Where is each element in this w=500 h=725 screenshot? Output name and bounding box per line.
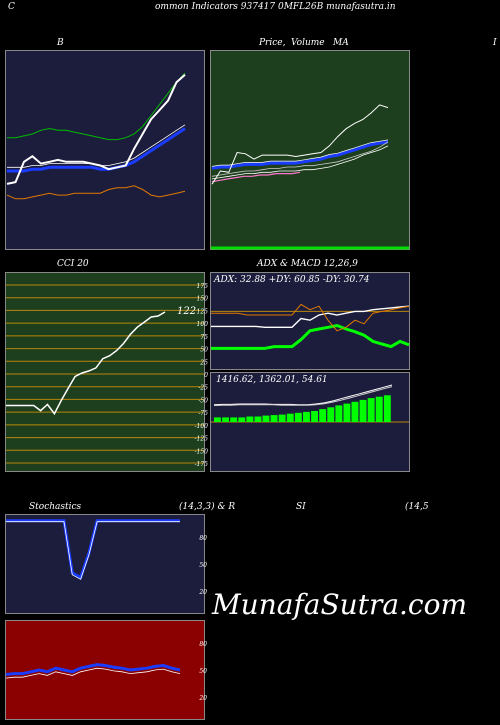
- cci-label: CCI 20: [57, 259, 89, 269]
- stoch-label: Stochastics: [29, 502, 82, 512]
- bb-price-line: [6, 74, 186, 185]
- stoch-chart: 80 50 20: [5, 514, 207, 614]
- cci-tick-label: -125: [195, 436, 209, 443]
- macd-histogram-bar: [359, 399, 367, 422]
- si-label: SI: [296, 502, 306, 512]
- cci-tick-label: 0: [204, 372, 208, 379]
- adx-plus-di: [211, 323, 410, 350]
- rsi-line: [5, 663, 181, 676]
- macd-histogram-bar: [375, 396, 383, 422]
- rsi-tick-label: 80: [199, 641, 207, 648]
- macd-histogram-bar: [214, 417, 221, 422]
- adx-chart: [210, 272, 410, 370]
- cci-tick-label: 100: [197, 321, 209, 328]
- cci-tick-label: -175: [195, 461, 209, 468]
- macd-histogram-bar: [383, 395, 391, 422]
- macd-histogram-bar: [254, 416, 262, 422]
- macd-histogram-bar: [270, 415, 278, 422]
- ma-label: MA: [333, 38, 349, 48]
- macd-readout: 1416.62, 1362.01, 54.61: [216, 375, 328, 385]
- macd-histogram-bar: [222, 417, 229, 422]
- adx-line: [211, 303, 410, 332]
- macd-histogram-bar: [367, 398, 375, 422]
- price-label: Price,: [259, 38, 286, 48]
- cci-last-label: 122: [177, 306, 196, 317]
- stoch-panel: 80 50 20: [5, 514, 211, 614]
- macd-chart: [210, 372, 410, 472]
- macd-histogram-bar: [294, 412, 302, 422]
- macd-histogram-bar: [286, 413, 294, 422]
- macd-histogram-bar: [343, 403, 351, 422]
- stoch-tick-label: 20: [198, 589, 207, 596]
- cci-tick-label: -150: [195, 448, 209, 455]
- macd-histogram-bar: [327, 407, 335, 422]
- stoch-tick-label: 50: [199, 562, 207, 569]
- macd-signal-line: [213, 386, 393, 407]
- macd-histogram-bar: [303, 411, 310, 422]
- page-title: ommon Indicators 937417 0MFL26B munafasu…: [155, 2, 396, 12]
- price-ma-fast-highlight: [211, 139, 389, 167]
- bollinger-panel: [5, 50, 205, 250]
- macd-panel: 1416.62, 1362.01, 54.61: [210, 372, 410, 472]
- right-cut-label: I: [493, 38, 497, 48]
- macd-histogram-bar: [335, 405, 343, 422]
- stoch-d-line: [6, 521, 180, 580]
- watermark: MunafaSutra.com: [212, 588, 468, 621]
- cci-tick-label: 150: [197, 296, 209, 303]
- stoch-tick-label: 80: [199, 535, 207, 542]
- volume-label: Volume: [291, 38, 325, 48]
- macd-histogram-bar: [351, 401, 359, 422]
- price-chart: [210, 50, 410, 250]
- adx-panel: ADX: 32.88 +DY: 60.85 -DY: 30.74: [210, 272, 410, 370]
- adx-macd-label: ADX & MACD 12,26,9: [257, 259, 358, 269]
- cci-tick-label: 175: [197, 283, 209, 290]
- rsi-params-label: (14,5: [405, 502, 429, 512]
- macd-histogram-bar: [246, 416, 254, 422]
- cci-tick-label: -75: [198, 410, 208, 417]
- price-close-line: [211, 104, 389, 185]
- price-ma-pink: [211, 171, 301, 183]
- rsi-signal-line: [5, 667, 181, 679]
- bollinger-label: B: [57, 38, 64, 48]
- adx-readout: ADX: 32.88 +DY: 60.85 -DY: 30.74: [214, 275, 370, 285]
- cci-tick-label: 50: [200, 347, 208, 354]
- cci-tick-label: -100: [195, 423, 209, 430]
- macd-histogram-bar: [278, 414, 286, 422]
- macd-histogram-bar: [319, 409, 327, 422]
- rsi-tick-label: 50: [199, 668, 207, 675]
- cci-tick-label: 125: [197, 308, 209, 315]
- bb-lower-band: [6, 185, 186, 200]
- macd-histogram-bar: [262, 415, 270, 422]
- price-ma-mid: [211, 141, 389, 177]
- cci-tick-label: -25: [198, 385, 208, 392]
- rsi-panel: 80 50 20: [5, 620, 211, 720]
- macd-histogram-bar: [230, 417, 238, 422]
- cci-chart: 175 150 125 100 75 50 25 0 -25 -50 -75 -100 -125 -150…: [5, 272, 209, 472]
- rsi-chart: 80 50 20: [5, 620, 207, 720]
- cci-line: [6, 311, 166, 416]
- macd-histogram-bar: [238, 417, 246, 422]
- bollinger-chart: [5, 50, 205, 250]
- price-ma-slow: [211, 145, 389, 180]
- price-ma-fast: [211, 140, 389, 170]
- cci-tick-label: -50: [198, 397, 208, 404]
- bb-upper-band: [7, 72, 186, 141]
- price-panel: [210, 50, 410, 250]
- adx-minus-di: [211, 305, 410, 328]
- cci-panel: 175 150 125 100 75 50 25 0 -25 -50 -75 -100 -125 -150…: [5, 272, 211, 472]
- header-c: C: [8, 2, 15, 12]
- cci-tick-label: 75: [200, 334, 208, 341]
- bb-middle-band: [7, 127, 186, 173]
- macd-histogram-bar: [311, 411, 318, 422]
- cci-tick-label: 25: [199, 359, 208, 366]
- stoch-params-label: (14,3,3) & R: [179, 502, 236, 512]
- rsi-tick-label: 20: [198, 695, 207, 702]
